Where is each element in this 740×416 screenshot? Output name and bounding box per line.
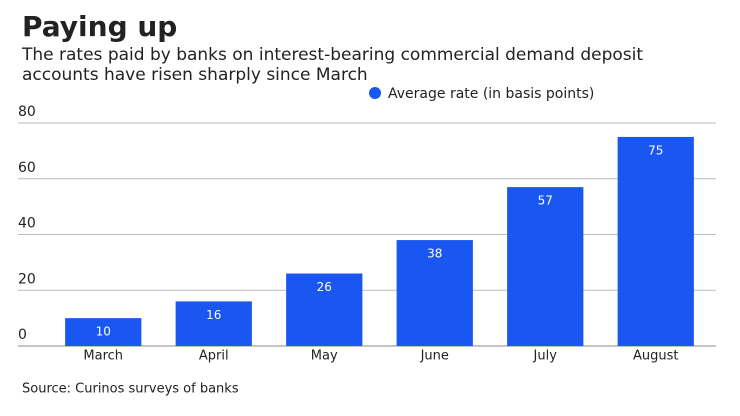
data-label: 75 <box>648 143 663 157</box>
source: Source: Curinos surveys of banks <box>22 382 239 397</box>
bar <box>175 301 252 346</box>
data-label: 38 <box>427 247 442 261</box>
x-tick-label: March <box>83 349 123 364</box>
y-tick-label: 0 <box>18 327 27 343</box>
y-tick-label: 60 <box>18 160 36 176</box>
legend-label: Average rate (in basis points) <box>388 86 594 102</box>
x-tick-label: August <box>633 349 679 364</box>
data-label: 57 <box>538 194 553 208</box>
x-tick-label: July <box>533 349 558 364</box>
bar <box>396 240 473 346</box>
y-tick-label: 20 <box>18 271 36 287</box>
x-tick-label: April <box>199 349 229 364</box>
data-label: 16 <box>206 308 221 322</box>
legend-marker <box>369 87 381 99</box>
data-label: 26 <box>317 280 332 294</box>
bar <box>286 273 363 346</box>
data-label: 10 <box>96 325 111 339</box>
bar <box>507 187 584 346</box>
bar <box>617 136 694 346</box>
subtitle: The rates paid by banks on interest-bear… <box>22 45 644 85</box>
y-tick-label: 40 <box>18 216 36 232</box>
y-tick-label: 80 <box>18 104 36 120</box>
x-tick-label: May <box>311 349 338 364</box>
x-tick-label: June <box>420 349 449 364</box>
chart-title: Paying up <box>22 10 177 43</box>
bar <box>65 318 142 346</box>
